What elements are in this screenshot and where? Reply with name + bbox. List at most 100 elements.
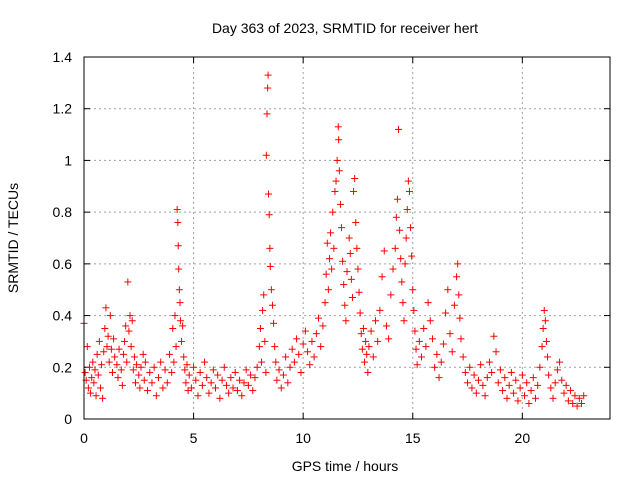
data-point (512, 376, 520, 384)
data-point (331, 187, 339, 195)
data-point (547, 384, 555, 392)
data-point (364, 368, 372, 376)
x-tick-label: 15 (405, 430, 421, 446)
data-point (350, 187, 358, 195)
data-point (141, 358, 149, 366)
data-point (267, 286, 275, 294)
data-point (354, 265, 362, 273)
data-point (132, 379, 140, 387)
data-point (258, 358, 266, 366)
data-point (527, 387, 535, 395)
data-point (262, 368, 270, 376)
data-point (103, 343, 111, 351)
data-point (169, 325, 177, 332)
data-point (340, 281, 348, 289)
data-point (455, 291, 463, 299)
data-point (464, 379, 472, 387)
data-point (323, 239, 331, 247)
data-point (315, 314, 323, 322)
plot-frame (83, 56, 611, 420)
data-point (96, 384, 104, 392)
data-point (391, 244, 399, 252)
data-point (90, 379, 98, 387)
data-point (411, 327, 419, 335)
data-point (240, 379, 248, 387)
data-point (201, 358, 209, 366)
data-point (91, 366, 99, 374)
data-point (470, 371, 478, 379)
data-point (365, 343, 373, 351)
data-point (345, 234, 353, 242)
data-point (338, 224, 346, 232)
data-point (159, 384, 167, 392)
data-point (233, 387, 241, 395)
data-point (448, 348, 456, 356)
data-point (81, 368, 89, 376)
data-point (286, 363, 294, 371)
x-tick-label: 0 (80, 430, 88, 446)
data-point (488, 368, 496, 376)
data-point (374, 337, 382, 345)
data-point (299, 340, 307, 348)
data-point (137, 363, 145, 371)
data-point (187, 384, 195, 392)
data-point (192, 376, 200, 384)
data-point (395, 125, 403, 133)
data-point (485, 358, 493, 366)
data-point (117, 366, 125, 374)
data-point (407, 224, 415, 232)
data-point (111, 353, 119, 361)
data-point (531, 394, 539, 402)
data-point (562, 381, 570, 389)
data-point (363, 350, 371, 358)
data-point (165, 350, 173, 358)
data-point (472, 389, 480, 397)
data-point (399, 299, 407, 307)
y-tick-label: 1 (64, 152, 72, 168)
data-point (408, 252, 416, 260)
data-point (256, 325, 264, 332)
data-point (265, 190, 273, 198)
data-point (236, 376, 244, 384)
data-point (108, 368, 116, 376)
data-point (181, 366, 189, 374)
data-point (415, 337, 423, 345)
data-point (194, 392, 202, 400)
data-point (270, 319, 278, 327)
data-point (259, 306, 267, 314)
data-point (400, 317, 408, 325)
data-point (392, 213, 400, 221)
data-point (317, 343, 325, 351)
data-point (336, 200, 344, 208)
data-point (477, 361, 485, 369)
data-point (523, 379, 531, 387)
data-point (179, 322, 187, 330)
data-point (514, 397, 522, 405)
data-point (393, 195, 401, 203)
y-tick-label: 0.4 (53, 308, 73, 324)
data-point (88, 374, 96, 382)
data-point (222, 381, 230, 389)
data-point (319, 322, 327, 330)
data-point (205, 389, 213, 397)
data-point (322, 270, 330, 278)
data-point (130, 353, 138, 361)
data-point (542, 337, 550, 345)
data-point (253, 363, 261, 371)
y-tick-label: 1.4 (53, 49, 73, 65)
x-tick-label: 20 (515, 430, 531, 446)
data-point (355, 288, 363, 296)
data-point (123, 358, 131, 366)
data-point (83, 343, 91, 351)
data-point (333, 156, 341, 164)
data-point (175, 286, 183, 294)
data-point (347, 275, 355, 283)
data-point (369, 353, 377, 361)
data-point (361, 358, 369, 366)
data-point (227, 374, 235, 382)
data-point (428, 335, 436, 343)
data-point (348, 293, 356, 301)
data-point (268, 301, 276, 309)
data-point (272, 358, 280, 366)
data-point (92, 392, 100, 400)
